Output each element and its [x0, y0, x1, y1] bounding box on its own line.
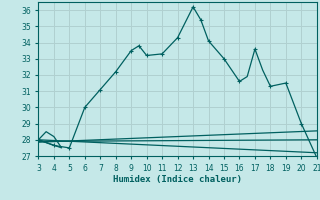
X-axis label: Humidex (Indice chaleur): Humidex (Indice chaleur) [113, 175, 242, 184]
